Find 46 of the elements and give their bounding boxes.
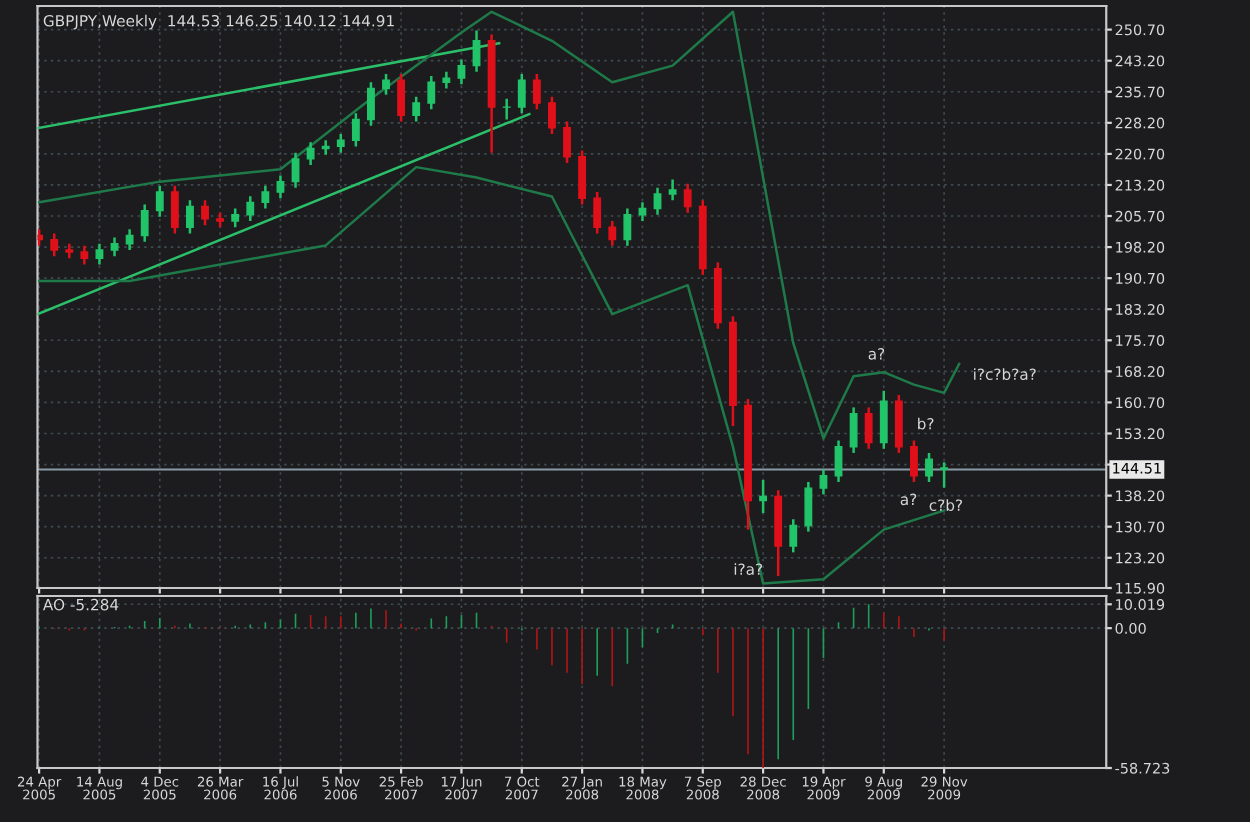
candlestick: [623, 207, 632, 248]
candlestick: [80, 244, 89, 266]
candlestick: [382, 72, 390, 96]
candlestick: [170, 184, 179, 235]
candlestick: [155, 184, 164, 219]
candlestick: [683, 182, 692, 214]
candlestick: [940, 461, 949, 489]
candlestick: [804, 480, 813, 533]
candlestick: [427, 74, 436, 111]
candlestick: [925, 451, 933, 484]
line-series: [37, 10, 961, 440]
candlestick: [186, 199, 194, 235]
candlestick: [894, 393, 903, 455]
candlestick: [819, 468, 828, 496]
candlestick: [201, 199, 209, 227]
candlestick: [336, 132, 345, 154]
candlestick: [593, 190, 602, 235]
candlestick: [532, 72, 541, 111]
candlestick: [578, 149, 587, 206]
candlestick: [879, 389, 888, 451]
candlestick: [563, 120, 571, 165]
candlestick: [668, 178, 677, 202]
candlestick: [653, 186, 662, 217]
candlestick: [789, 517, 798, 554]
candlestick: [306, 141, 315, 167]
candlestick: [864, 406, 873, 451]
candlestick: [608, 219, 617, 248]
candlestick: [276, 174, 285, 200]
candlestick: [231, 207, 240, 229]
candlestick: [367, 80, 375, 127]
candlestick: [246, 194, 255, 223]
candlestick: [759, 478, 768, 515]
candlestick: [457, 58, 466, 86]
candlestick: [261, 184, 270, 210]
candlestick: [397, 72, 406, 123]
candlestick: [50, 232, 59, 258]
candlestick: [140, 203, 149, 243]
candlestick: [412, 95, 421, 123]
candlestick: [110, 236, 119, 258]
candlestick: [548, 95, 556, 136]
candlestick: [95, 242, 104, 266]
candlestick: [910, 439, 918, 484]
candlestick: [849, 406, 858, 455]
candlestick: [351, 112, 360, 148]
candlestick: [125, 228, 134, 252]
candlestick: [321, 138, 330, 156]
